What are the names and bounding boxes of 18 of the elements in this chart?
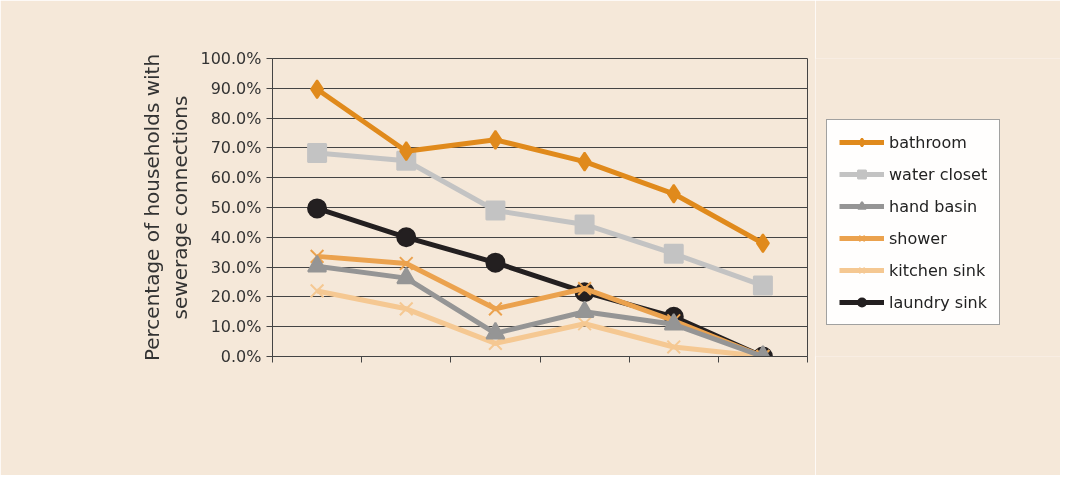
y-axis-title: Percentage of households with sewerage connections (139, 53, 193, 362)
y-tick-label: 80.0% (210, 108, 262, 128)
y-tick-label: 50.0% (210, 198, 262, 217)
legend-label: laundry sink (889, 292, 988, 312)
y-tick-label: 70.0% (210, 138, 262, 158)
legend-label: kitchen sink (889, 260, 986, 280)
legend-label: hand basin (889, 196, 978, 216)
y-tick-label: 40.0% (210, 227, 262, 247)
y-tick-label: 0.0% (220, 347, 262, 366)
legend-label: shower (889, 228, 947, 248)
y-tick-label: 20.0% (210, 287, 262, 307)
y-tick-label: 30.0% (210, 257, 262, 277)
y-tick-label: 100.0% (200, 49, 262, 68)
y-tick-label: 60.0% (210, 168, 262, 188)
legend-label: bathroom (889, 132, 967, 152)
legend-label: water closet (889, 164, 988, 184)
y-tick-label: 90.0% (210, 78, 262, 98)
y-tick-label: 10.0% (210, 317, 262, 337)
